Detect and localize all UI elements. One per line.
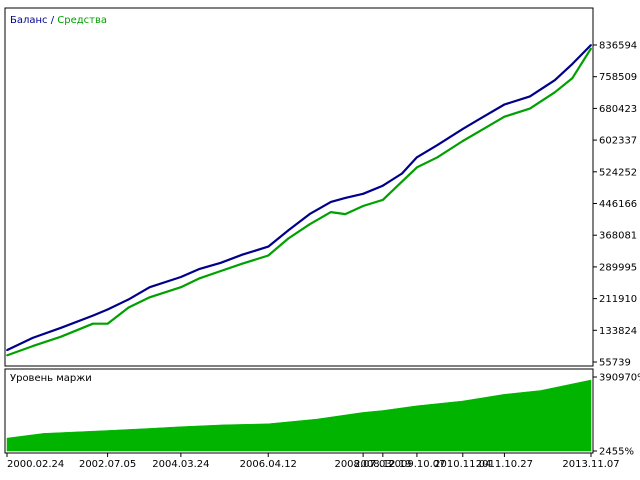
balance-line-point	[529, 95, 531, 98]
balance-line-point	[330, 201, 332, 203]
equity-line-point	[553, 91, 556, 94]
equity-line-point	[344, 213, 347, 216]
margin-y-axis: 390970% 2455%	[593, 373, 640, 458]
balance-line-point	[416, 156, 418, 159]
y-tick-label: 133824	[599, 326, 637, 337]
equity-line-point	[219, 270, 222, 272]
balance-line-point	[127, 298, 130, 301]
equity-line-point	[330, 211, 332, 214]
balance-line-point	[590, 44, 592, 46]
y-tick-label: 368081	[599, 231, 637, 242]
equity-line-point	[461, 140, 464, 142]
x-tick-label: 2000.02.24	[7, 459, 64, 470]
equity-line-point	[529, 107, 531, 110]
y-tick-label: 211910	[599, 294, 637, 305]
legend-balance: Баланс	[10, 15, 48, 26]
x-tick-label: 2008.12.19	[354, 459, 411, 470]
equity-line-point	[381, 199, 384, 201]
balance-line-point	[362, 192, 364, 195]
equity-line-point	[362, 205, 364, 207]
equity-line-point	[571, 77, 574, 79]
equity-line-point	[416, 166, 418, 169]
balance-line-point	[503, 103, 506, 106]
y-tick-label: 524252	[599, 167, 637, 178]
x-tick-label: 2009.10.07	[388, 459, 445, 470]
y-tick-label: 602337	[599, 136, 637, 147]
balance-line-point	[571, 63, 574, 65]
y-tick-label: 758509	[599, 72, 637, 83]
balance-line-point	[92, 314, 94, 317]
y-tick-label: 446166	[599, 199, 637, 210]
margin-series	[6, 379, 592, 452]
balance-line-point	[308, 213, 311, 216]
equity-line-point	[31, 345, 34, 347]
x-tick-label: 2010.11.04	[434, 459, 491, 470]
balance-equity-panel: Баланс / Средства 836594 758509 680423 6023…	[4, 7, 637, 369]
equity-line-point	[6, 354, 8, 357]
y-tick-label: 680423	[599, 104, 637, 115]
balance-line-point	[31, 337, 34, 339]
balance-line-point	[482, 115, 485, 118]
balance-line-point	[219, 261, 222, 264]
balance-line-point	[381, 184, 384, 187]
equity-series	[6, 47, 592, 357]
balance-line-point	[553, 79, 556, 82]
y-tick-label: 836594	[599, 41, 637, 52]
equity-line-point	[60, 335, 62, 338]
equity-line-point	[198, 277, 201, 280]
equity-line-point	[401, 180, 403, 183]
equity-line-point	[106, 322, 109, 325]
equity-line-point	[267, 254, 270, 257]
balance-line-point	[241, 253, 244, 256]
equity-line-point	[436, 156, 439, 159]
equity-line-point	[482, 127, 485, 130]
legend-separator: /	[48, 15, 58, 26]
balance-line-point	[180, 276, 182, 278]
balance-y-axis: 836594 758509 680423 602337 524252 446166 3680…	[593, 41, 637, 369]
balance-line-point	[6, 349, 8, 351]
margin-y-tick-label: 390970%	[599, 373, 640, 384]
equity-line-point	[503, 115, 506, 118]
balance-line-point	[287, 229, 290, 232]
y-tick-label: 55739	[599, 358, 631, 369]
balance-line-point	[436, 144, 439, 147]
x-tick-label: 2013.11.07	[562, 459, 619, 470]
y-tick-label: 289995	[599, 262, 637, 273]
margin-y-tick-label: 2455%	[599, 447, 634, 458]
balance-line-point	[461, 127, 464, 130]
margin-panel-title: Уровень маржи	[10, 373, 92, 384]
balance-series	[6, 44, 592, 352]
equity-line-point	[127, 306, 130, 309]
x-tick-label: 2004.03.24	[152, 459, 209, 470]
equity-line-point	[308, 223, 311, 226]
equity-line-point	[180, 286, 182, 289]
x-axis: 2000.02.24 2002.07.05 2004.03.24 2006.04.12…	[6, 453, 620, 470]
x-tick-label: 2011.10.27	[476, 459, 533, 470]
balance-line-point	[267, 245, 270, 248]
equity-line-point	[287, 237, 290, 240]
equity-line-point	[92, 322, 94, 325]
balance-line-point	[401, 172, 403, 175]
legend-equity: Средства	[57, 15, 107, 26]
legend: Баланс / Средства	[10, 15, 107, 26]
x-tick-label: 2006.04.12	[240, 459, 297, 470]
margin-area	[6, 379, 592, 452]
balance-line-point	[106, 308, 109, 311]
equity-line-point	[241, 262, 244, 265]
equity-line	[6, 47, 592, 357]
balance-line-point	[198, 268, 201, 270]
x-tick-label: 2008.07.03	[334, 459, 391, 470]
x-tick-label: 2002.07.05	[79, 459, 136, 470]
balance-line-point	[60, 326, 62, 329]
equity-line-point	[148, 296, 151, 299]
balance-line-point	[148, 286, 151, 289]
balance-line-point	[344, 197, 347, 199]
margin-panel: Уровень маржи 390970% 2455%	[4, 368, 640, 458]
equity-line-point	[590, 47, 592, 50]
balance-panel-frame	[4, 7, 594, 367]
balance-line	[6, 44, 592, 352]
